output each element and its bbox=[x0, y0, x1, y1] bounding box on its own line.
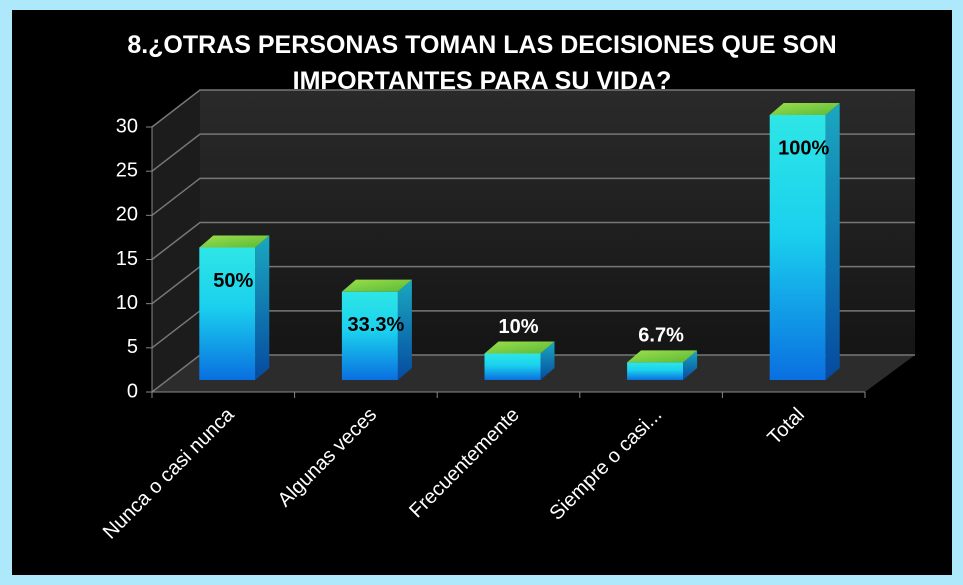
grid-line bbox=[151, 89, 915, 128]
bar-top bbox=[199, 235, 270, 248]
y-tick-label: 5 bbox=[127, 336, 138, 358]
bar-front bbox=[199, 247, 256, 380]
data-label: 33.3% bbox=[348, 314, 405, 336]
data-label: 50% bbox=[213, 270, 253, 292]
bar-side bbox=[540, 341, 555, 380]
bar bbox=[199, 235, 270, 380]
bar-side bbox=[683, 350, 698, 380]
bar-top bbox=[627, 350, 698, 363]
y-tick-label: 0 bbox=[127, 380, 138, 402]
grid-line bbox=[151, 177, 915, 216]
bar bbox=[769, 103, 840, 380]
bar-front bbox=[341, 291, 398, 380]
bar-front bbox=[769, 115, 826, 380]
bar bbox=[341, 279, 412, 380]
y-tick-label: 20 bbox=[116, 204, 138, 226]
data-label: 100% bbox=[778, 137, 829, 159]
y-tick-label: 30 bbox=[116, 115, 138, 137]
bar-side bbox=[825, 103, 840, 380]
data-label: 6.7% bbox=[638, 325, 684, 347]
y-tick-label: 10 bbox=[116, 292, 138, 314]
bar bbox=[627, 350, 698, 380]
y-tick-label: 25 bbox=[116, 159, 138, 181]
bar-top bbox=[769, 103, 840, 115]
grid-line bbox=[151, 133, 915, 172]
y-tick-label: 15 bbox=[116, 248, 138, 270]
bar-top bbox=[341, 279, 412, 292]
bar-side bbox=[255, 235, 270, 380]
bar bbox=[484, 341, 555, 380]
bar-side bbox=[397, 279, 412, 380]
grid-line bbox=[151, 221, 915, 261]
bar-front bbox=[627, 362, 684, 380]
bar-top bbox=[484, 341, 555, 354]
bar-front bbox=[484, 353, 541, 380]
data-label: 10% bbox=[498, 316, 538, 338]
